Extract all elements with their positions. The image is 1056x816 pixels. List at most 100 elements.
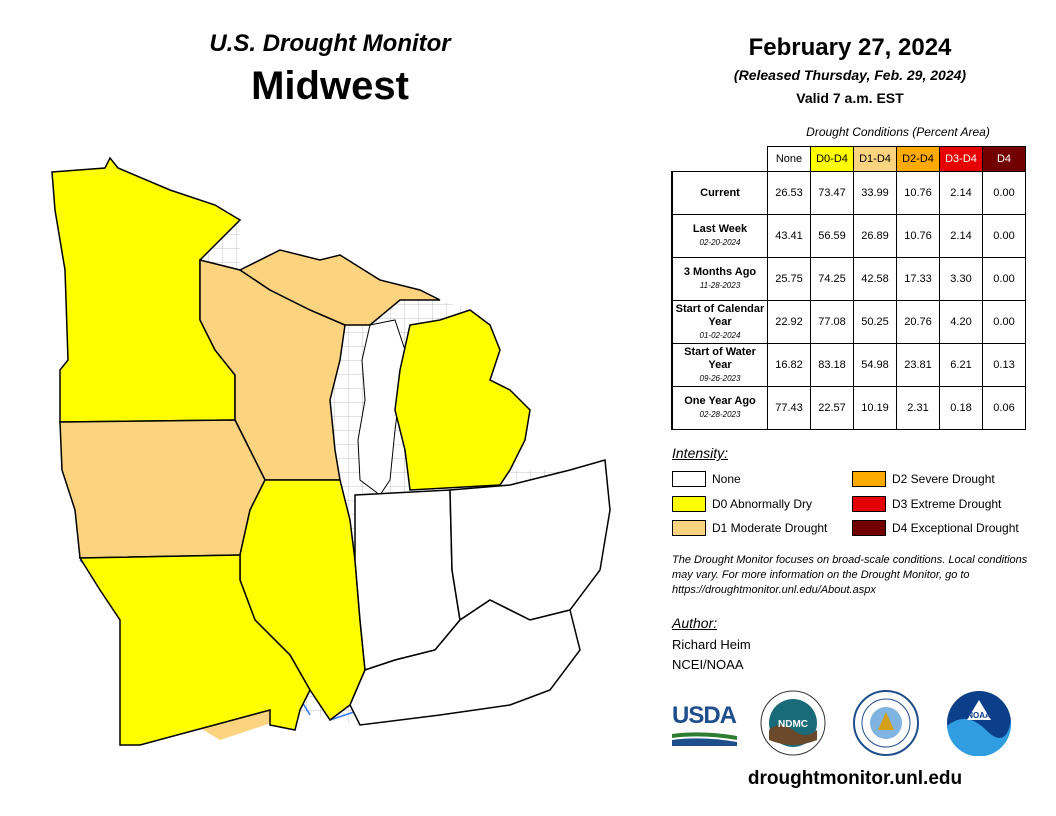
legend-label: D0 Abnormally Dry <box>712 497 813 511</box>
legend-swatch <box>672 496 706 512</box>
author-title: Author: <box>672 615 718 631</box>
table-cell: 0.06 <box>982 386 1026 430</box>
legend-label: D2 Severe Drought <box>892 472 995 486</box>
legend-item-d3: D3 Extreme Drought <box>852 496 1001 512</box>
table-cell: 25.75 <box>767 257 811 301</box>
table-cell: 73.47 <box>810 171 854 215</box>
table-cell: 33.99 <box>853 171 897 215</box>
author-org: NCEI/NOAA <box>672 657 744 672</box>
drought-stats-table: None D0-D4 D1-D4 D2-D4 D3-D4 D4 Current … <box>671 146 1026 430</box>
row-sublabel: 02-28-2023 <box>699 410 741 419</box>
table-cell: 10.19 <box>853 386 897 430</box>
row-sublabel: 11-28-2023 <box>699 281 741 290</box>
col-header-d0-d4: D0-D4 <box>810 146 854 172</box>
table-cell: 77.08 <box>810 300 854 344</box>
map-title: U.S. Drought Monitor <box>209 30 451 57</box>
table-cell: 6.21 <box>939 343 983 387</box>
map-date: February 27, 2024 <box>748 34 952 61</box>
col-header-d1-d4: D1-D4 <box>853 146 897 172</box>
row-label: 3 Months Ago 11-28-2023 <box>671 257 768 301</box>
ndmc-logo: NDMC <box>760 690 826 756</box>
table-row: Last Week 02-20-2024 43.41 56.59 26.89 10… <box>671 214 1026 258</box>
table-cell: 54.98 <box>853 343 897 387</box>
legend-swatch <box>672 520 706 536</box>
table-cell: 3.30 <box>939 257 983 301</box>
author-name: Richard Heim <box>672 637 751 652</box>
table-row: One Year Ago 02-28-2023 77.43 22.57 10.19… <box>671 386 1026 430</box>
noaa-logo: NOAA <box>947 691 1012 756</box>
release-date: (Released Thursday, Feb. 29, 2024) <box>733 67 967 83</box>
col-header-d2-d4: D2-D4 <box>896 146 940 172</box>
table-cell: 0.18 <box>939 386 983 430</box>
table-cell: 10.76 <box>896 214 940 258</box>
table-cell: 77.43 <box>767 386 811 430</box>
table-cell: 74.25 <box>810 257 854 301</box>
table-cell: 4.20 <box>939 300 983 344</box>
legend-item-d0: D0 Abnormally Dry <box>672 496 812 512</box>
table-cell: 0.00 <box>982 214 1026 258</box>
info-note: The Drought Monitor focuses on broad-sca… <box>672 554 1028 596</box>
valid-time: Valid 7 a.m. EST <box>796 90 904 106</box>
row-label: Start of Calendar Year 01-02-2024 <box>671 300 768 344</box>
legend-swatch <box>852 471 886 487</box>
table-cell: 0.00 <box>982 300 1026 344</box>
lake-michigan <box>357 319 406 496</box>
col-header-d4: D4 <box>982 146 1026 172</box>
table-row: Start of Water Year 09-26-2023 16.82 83.1… <box>671 343 1026 387</box>
legend-item-d1: D1 Moderate Drought <box>672 520 827 536</box>
legend-label: D1 Moderate Drought <box>712 521 828 535</box>
region-title: Midwest <box>251 64 409 108</box>
legend-swatch <box>852 496 886 512</box>
row-label: Start of Water Year 09-26-2023 <box>671 343 768 387</box>
table-cell: 0.00 <box>982 171 1026 215</box>
table-row: Current 26.53 73.47 33.99 10.76 2.14 0.0… <box>671 171 1026 215</box>
table-cell: 23.81 <box>896 343 940 387</box>
table-cell: 43.41 <box>767 214 811 258</box>
row-sublabel: 09-26-2023 <box>699 373 741 383</box>
legend-swatch <box>672 471 706 487</box>
table-cell: 83.18 <box>810 343 854 387</box>
table-cell: 0.13 <box>982 343 1026 387</box>
legend-item-none: None <box>672 471 741 487</box>
row-label: One Year Ago 02-28-2023 <box>671 386 768 430</box>
legend-label: D4 Exceptional Drought <box>892 521 1019 535</box>
table-header-row: None D0-D4 D1-D4 D2-D4 D3-D4 D4 <box>672 146 1026 172</box>
row-label: Last Week 02-20-2024 <box>671 214 768 258</box>
table-cell: 10.76 <box>896 171 940 215</box>
header-blank <box>672 146 768 172</box>
table-cell: 20.76 <box>896 300 940 344</box>
table-cell: 2.14 <box>939 171 983 215</box>
commerce-seal <box>853 690 919 756</box>
legend-label: D3 Extreme Drought <box>892 497 1002 511</box>
table-cell: 16.82 <box>767 343 811 387</box>
website-url[interactable]: droughtmonitor.unl.edu <box>747 768 963 789</box>
table-cell: 0.00 <box>982 257 1026 301</box>
legend-swatch <box>852 520 886 536</box>
col-header-none: None <box>767 146 811 172</box>
table-cell: 26.53 <box>767 171 811 215</box>
legend-item-d4: D4 Exceptional Drought <box>852 520 1019 536</box>
legend-title: Intensity: <box>672 445 729 461</box>
table-row: 3 Months Ago 11-28-2023 25.75 74.25 42.58… <box>671 257 1026 301</box>
table-cell: 50.25 <box>853 300 897 344</box>
table-cell: 56.59 <box>810 214 854 258</box>
legend-label: None <box>712 472 741 486</box>
drought-map <box>51 157 611 746</box>
col-header-d3-d4: D3-D4 <box>939 146 983 172</box>
table-cell: 22.92 <box>767 300 811 344</box>
table-row: Start of Calendar Year 01-02-2024 22.92 7… <box>671 300 1026 344</box>
table-cell: 17.33 <box>896 257 940 301</box>
usda-logo: USDA <box>672 702 737 748</box>
svg-text:NOAA: NOAA <box>967 711 991 720</box>
row-label: Current <box>671 171 768 215</box>
table-cell: 2.31 <box>896 386 940 430</box>
table-cell: 26.89 <box>853 214 897 258</box>
table-caption: Drought Conditions (Percent Area) <box>806 125 990 139</box>
svg-text:NDMC: NDMC <box>778 719 808 730</box>
row-sublabel: 02-20-2024 <box>699 238 741 247</box>
legend-item-d2: D2 Severe Drought <box>852 471 995 487</box>
table-cell: 22.57 <box>810 386 854 430</box>
table-cell: 2.14 <box>939 214 983 258</box>
table-cell: 42.58 <box>853 257 897 301</box>
row-sublabel: 01-02-2024 <box>699 330 741 340</box>
